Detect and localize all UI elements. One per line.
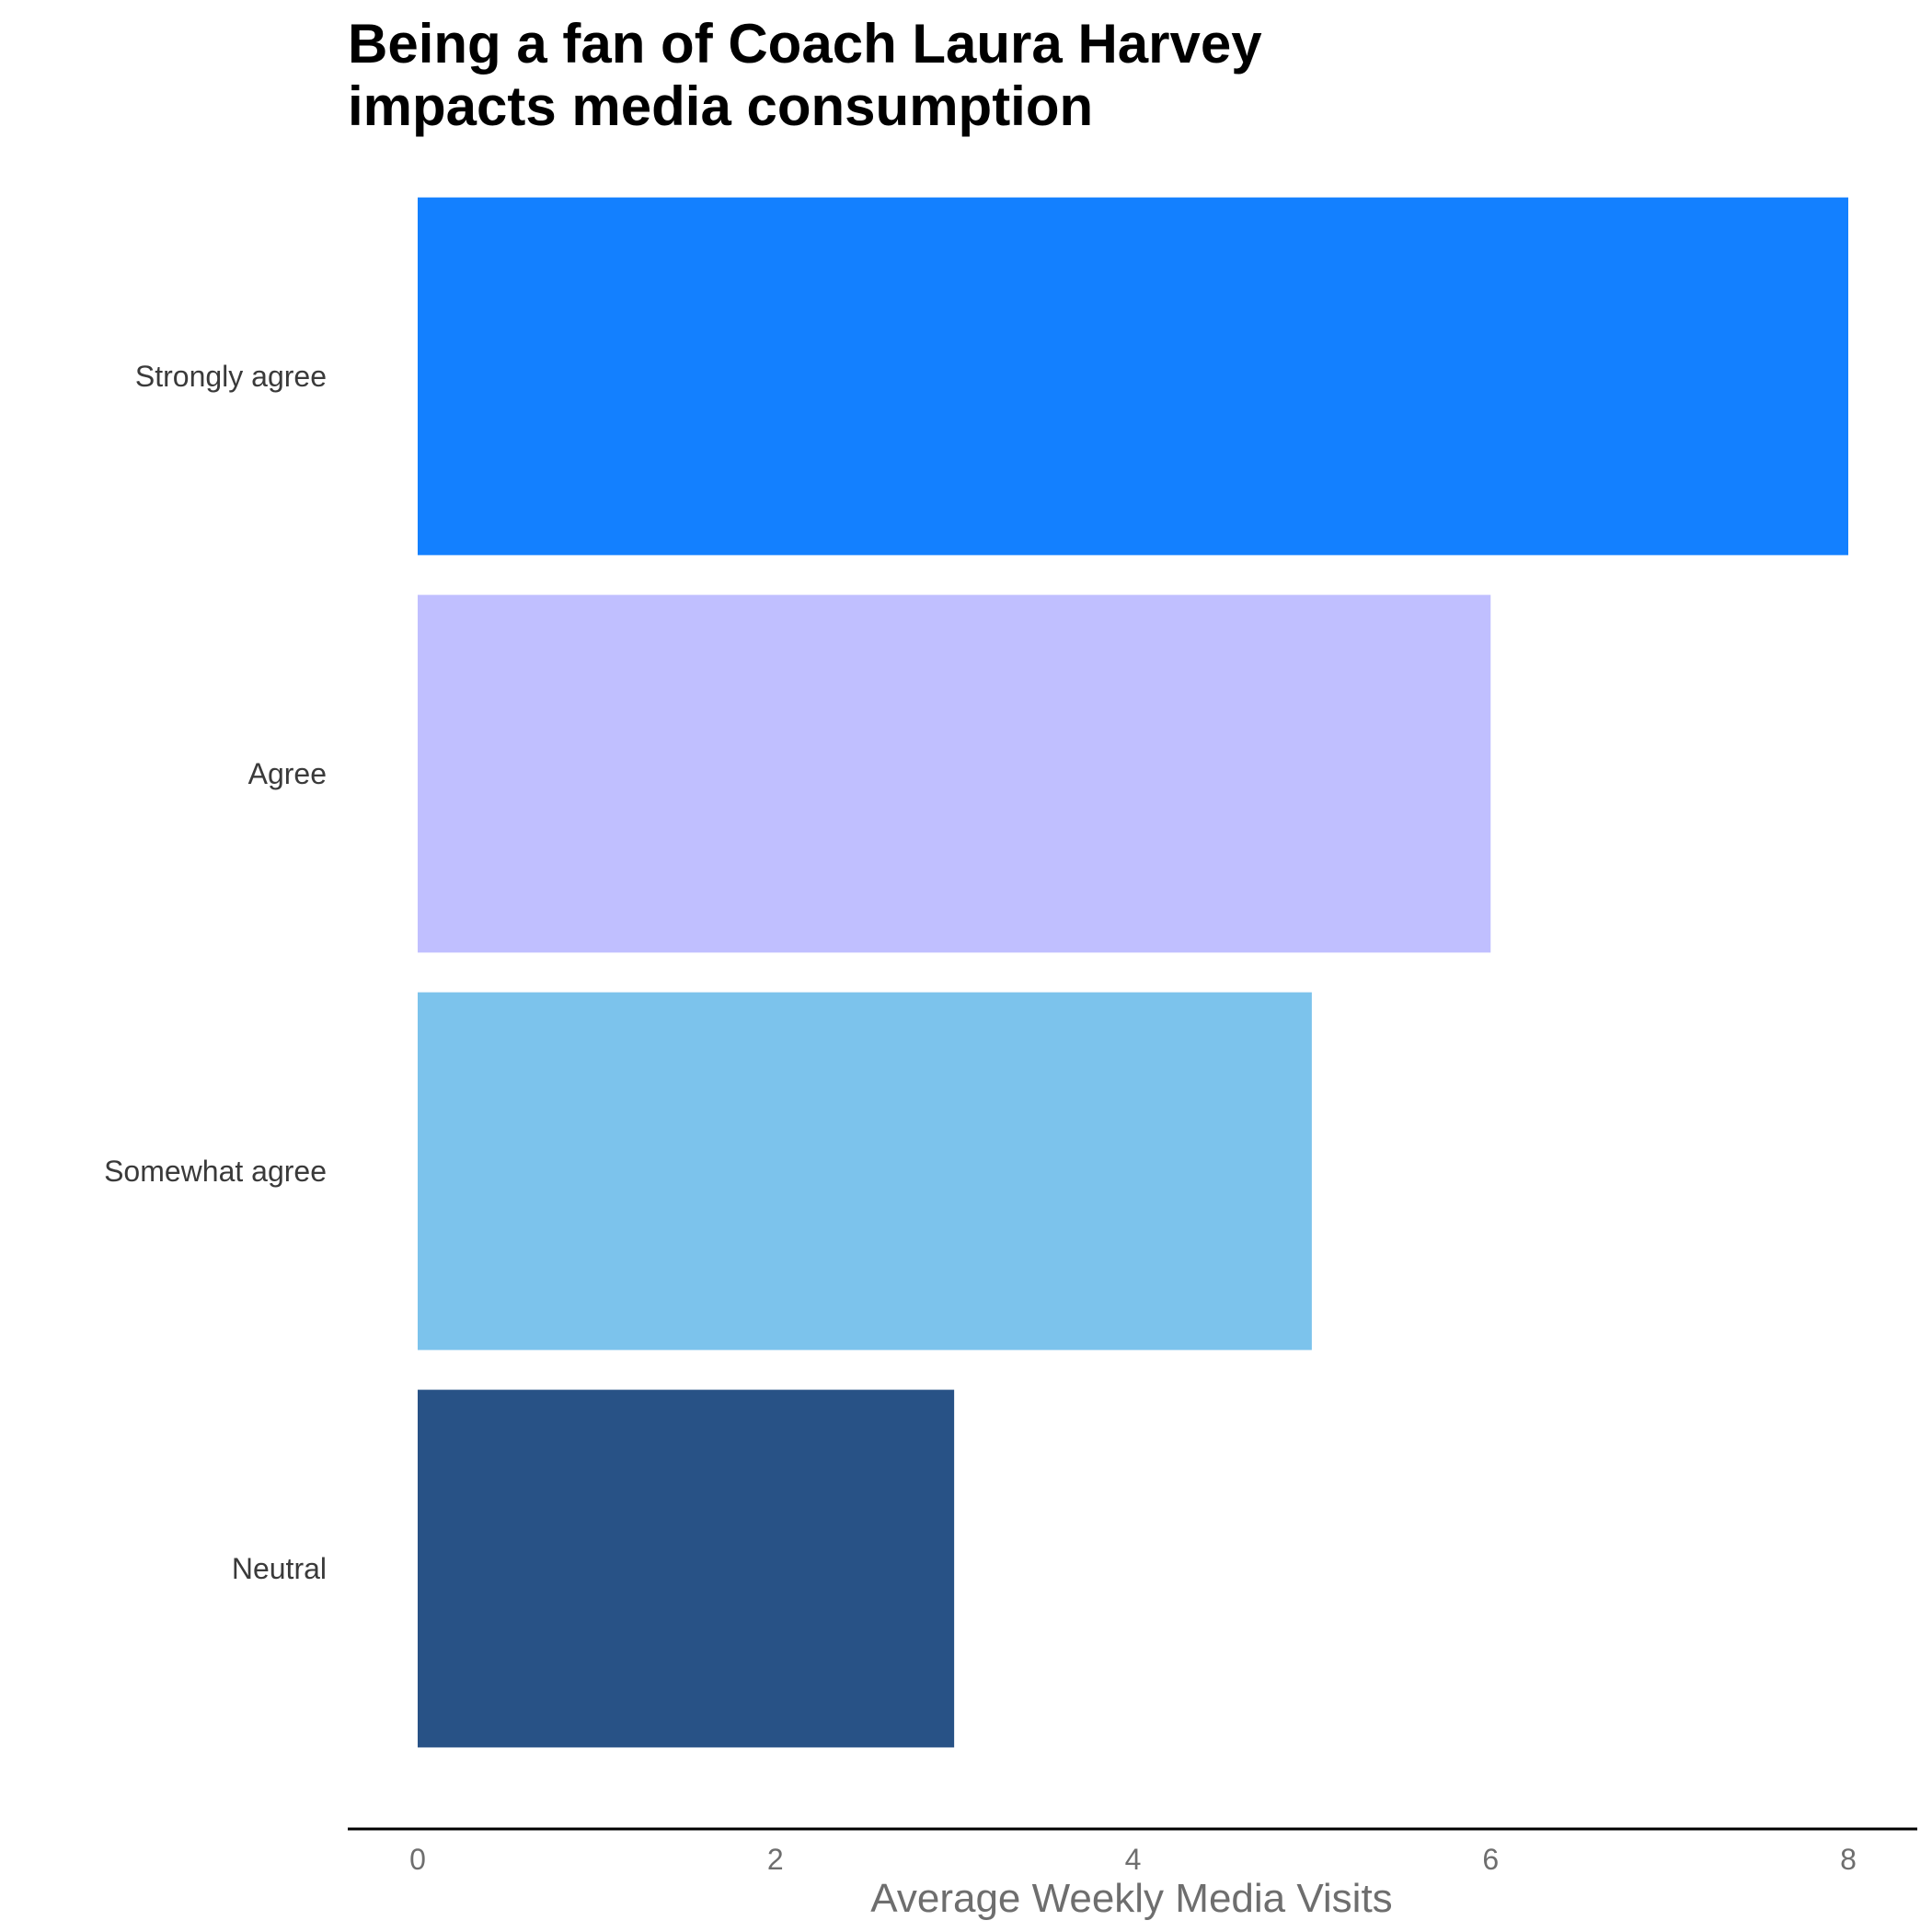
bar-agree [418,594,1491,953]
chart-title: Being a fan of Coach Laura Harvey impact… [348,13,1262,138]
bar-strongly-agree [418,197,1848,556]
x-tick-labels: 0 2 4 6 8 [409,1843,1857,1876]
x-tick-label: 4 [1125,1843,1142,1876]
bar-somewhat-agree [418,992,1312,1351]
chart-title-line-2: impacts media consumption [348,75,1094,137]
x-tick-label: 2 [767,1843,784,1876]
x-tick-label: 6 [1482,1843,1499,1876]
chart-title-line-1: Being a fan of Coach Laura Harvey [348,13,1262,75]
category-label: Neutral [232,1552,327,1585]
x-axis-title: Average Weekly Media Visits [870,1876,1392,1921]
category-labels: Strongly agree Agree Somewhat agree Neutral [104,360,327,1585]
x-tick-label: 0 [409,1843,426,1876]
category-label: Agree [248,757,327,790]
bar-neutral [418,1389,955,1748]
category-label: Strongly agree [135,360,327,393]
x-tick-label: 8 [1840,1843,1857,1876]
bars-layer [418,197,1848,1748]
category-label: Somewhat agree [104,1155,327,1188]
